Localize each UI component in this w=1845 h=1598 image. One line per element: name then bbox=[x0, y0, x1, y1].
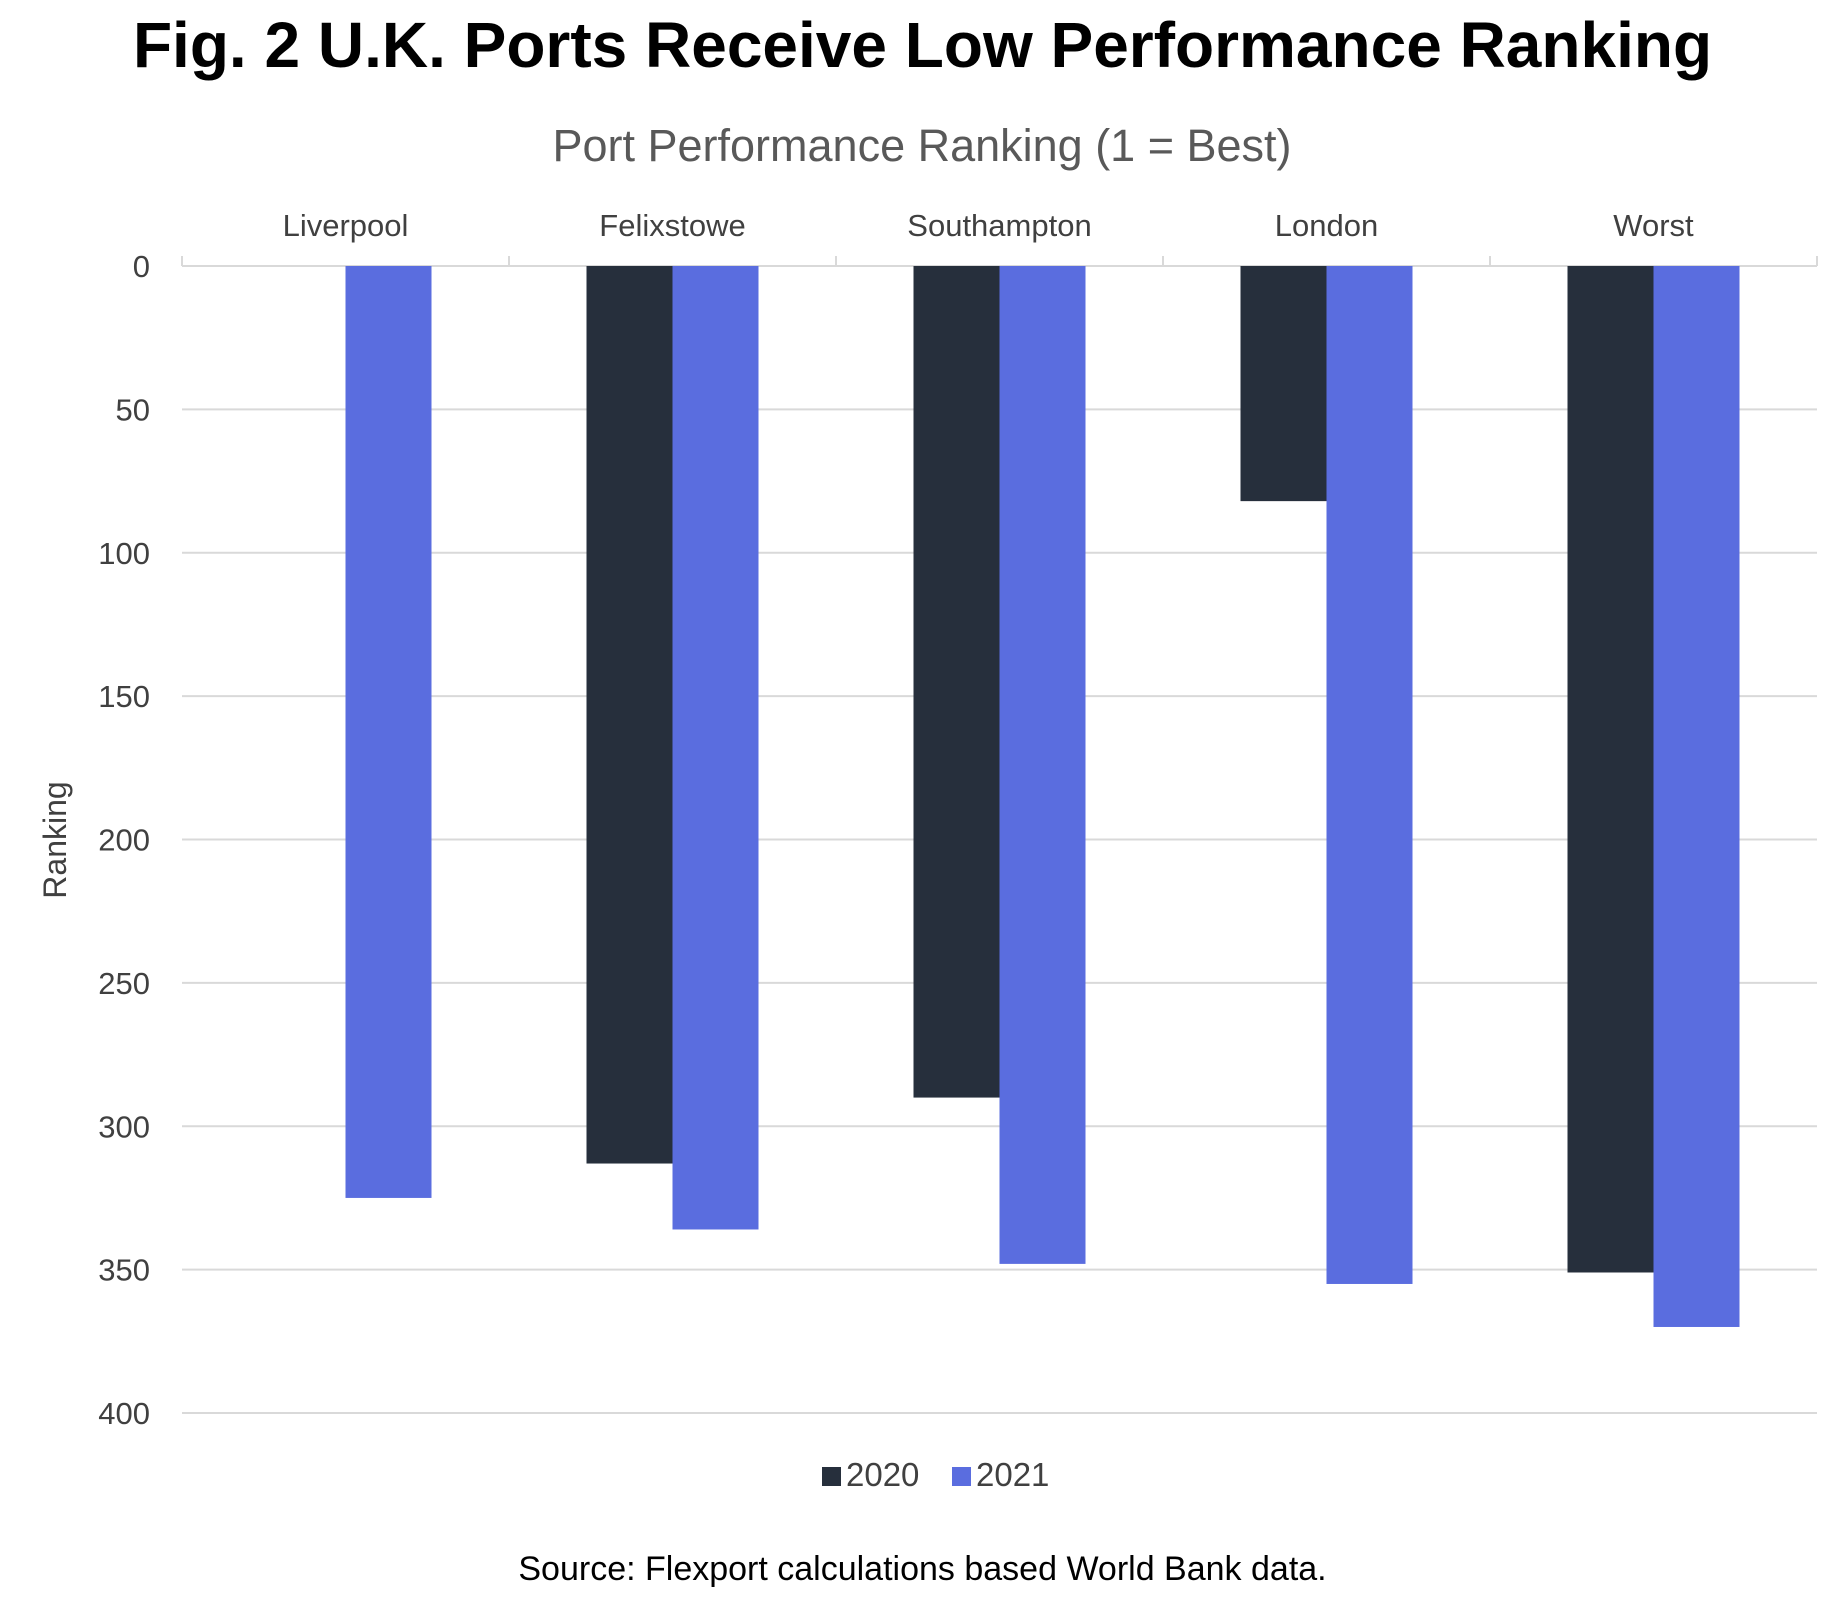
category-label: Worst bbox=[1613, 208, 1694, 243]
bar-2021-liverpool bbox=[345, 266, 432, 1198]
y-tick-label: 50 bbox=[116, 392, 150, 427]
figure-title: Fig. 2 U.K. Ports Receive Low Performanc… bbox=[132, 9, 1713, 81]
legend-swatch-2021 bbox=[952, 1467, 971, 1486]
y-tick-label: 0 bbox=[133, 249, 150, 284]
legend: 2020 2021 bbox=[822, 1456, 1049, 1493]
bar-2020-southampton bbox=[913, 266, 1000, 1098]
bar-2020-worst bbox=[1567, 266, 1654, 1273]
category-labels: Liverpool Felixstowe Southampton London Wors… bbox=[283, 208, 1694, 243]
bars bbox=[345, 266, 1740, 1327]
y-tick-label: 200 bbox=[98, 823, 150, 858]
y-tick-label: 400 bbox=[98, 1396, 150, 1431]
legend-swatch-2020 bbox=[822, 1467, 841, 1486]
category-label: London bbox=[1275, 208, 1378, 243]
source-note: Source: Flexport calculations based Worl… bbox=[518, 1550, 1327, 1588]
bar-2021-london bbox=[1326, 266, 1413, 1284]
bar-2021-worst bbox=[1653, 266, 1740, 1327]
chart-title: Port Performance Ranking (1 = Best) bbox=[552, 120, 1291, 171]
y-tick-label: 300 bbox=[98, 1109, 150, 1144]
bar-2021-southampton bbox=[999, 266, 1086, 1264]
legend-label-2020: 2020 bbox=[846, 1456, 919, 1493]
bar-2021-felixstowe bbox=[672, 266, 759, 1230]
y-tick-label: 350 bbox=[98, 1253, 150, 1288]
y-tick-label: 100 bbox=[98, 536, 150, 571]
category-label: Southampton bbox=[907, 208, 1091, 243]
category-label: Felixstowe bbox=[599, 208, 745, 243]
bar-2020-london bbox=[1240, 266, 1327, 502]
y-axis-label: Ranking bbox=[37, 781, 73, 898]
bar-2020-felixstowe bbox=[586, 266, 673, 1164]
y-axis-ticks: 0 50 100 150 200 250 300 350 400 bbox=[98, 249, 150, 1431]
category-label: Liverpool bbox=[283, 208, 409, 243]
legend-label-2021: 2021 bbox=[976, 1456, 1049, 1493]
y-tick-label: 150 bbox=[98, 679, 150, 714]
y-tick-label: 250 bbox=[98, 966, 150, 1001]
